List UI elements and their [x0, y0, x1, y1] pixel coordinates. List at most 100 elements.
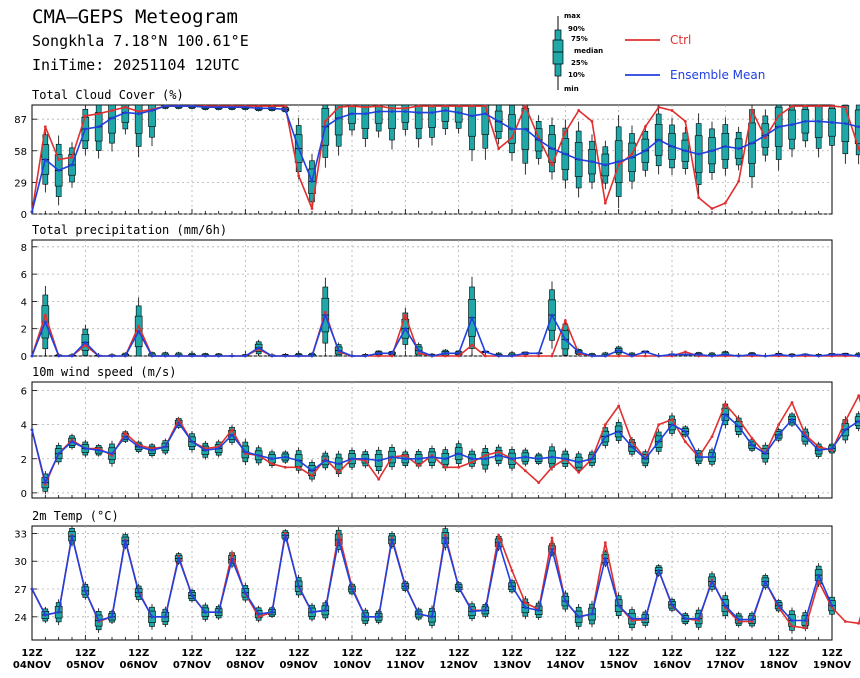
x-date-label: 06NOV [120, 660, 159, 671]
ensemble-mean-point [377, 615, 381, 619]
ensemble-mean-point [70, 534, 74, 538]
ensemble-mean-point [577, 350, 581, 354]
ensemble-mean-point [390, 351, 394, 355]
ensemble-mean-point [723, 413, 727, 416]
ensemble-mean-point [350, 587, 354, 591]
ensemble-mean-point [737, 618, 741, 622]
ensemble-mean-point [843, 353, 847, 357]
y-tick-label: 2 [21, 455, 27, 466]
ensemble-mean-point [163, 445, 167, 449]
ctrl-line [31, 311, 860, 357]
ctrl-point [630, 152, 634, 156]
ctrl-point [377, 477, 381, 481]
ctrl-point [497, 450, 501, 454]
ctrl-point [537, 354, 541, 358]
ensemble-mean-point [670, 353, 674, 357]
ensemble-mean-point [123, 435, 127, 438]
ensemble-mean-point [270, 354, 274, 358]
ensemble-mean-point [350, 354, 354, 358]
ctrl-point [777, 423, 781, 427]
ctrl-point [857, 621, 860, 625]
ensemble-mean-point [457, 111, 461, 115]
ctrl-point [550, 536, 554, 540]
ctrl-point [843, 105, 847, 109]
ensemble-mean-point [683, 430, 687, 433]
legend-box-label: 25% [571, 59, 588, 67]
ensemble-mean-point [230, 433, 234, 437]
y-tick-label: 0 [21, 489, 27, 500]
ensemble-mean-point [550, 547, 554, 551]
x-hour-label: 12Z [555, 648, 576, 659]
ctrl-point [403, 453, 407, 457]
ensemble-mean-point [710, 455, 714, 459]
ctrl-point [857, 147, 860, 150]
ensemble-mean-point [537, 351, 541, 355]
ctrl-point [310, 207, 314, 210]
ctrl-point [390, 354, 394, 358]
ctrl-point [177, 418, 181, 421]
legend-box-label: 10% [568, 71, 585, 79]
legend-ctrl-label: Ctrl [670, 33, 691, 47]
ensemble-mean-point [203, 448, 207, 452]
ensemble-mean-point [777, 353, 781, 357]
ctrl-point [803, 104, 807, 108]
ensemble-mean-point [217, 354, 221, 358]
ensemble-mean-point [350, 457, 354, 461]
ensemble-mean-point [603, 557, 607, 560]
ensemble-mean-point [470, 114, 474, 118]
ctrl-point [857, 394, 860, 398]
x-hour-label: 12Z [608, 648, 629, 659]
ctrl-point [137, 324, 141, 328]
ensemble-mean-point [710, 354, 714, 358]
ensemble-mean-point [497, 354, 501, 358]
ctrl-point [377, 354, 381, 358]
ensemble-mean-point [643, 149, 647, 153]
ctrl-point [83, 114, 87, 118]
ensemble-mean-point [363, 615, 367, 619]
ensemble-mean-point [403, 584, 407, 588]
ctrl-point [563, 319, 567, 322]
ensemble-mean-point [203, 354, 207, 358]
ensemble-mean-point [843, 428, 847, 432]
ensemble-mean-point [257, 106, 261, 110]
ensemble-mean-point [763, 580, 767, 584]
ensemble-mean-point [243, 354, 247, 358]
ensemble-mean-point [190, 104, 194, 108]
ensemble-mean-point [510, 127, 514, 131]
ensemble-mean-point [590, 160, 594, 164]
ensemble-mean-point [390, 110, 394, 113]
ctrl-point [43, 313, 47, 317]
ctrl-point [363, 105, 367, 109]
ensemble-mean-point [737, 424, 741, 428]
ensemble-mean-point [323, 125, 327, 129]
ctrl-point [750, 109, 754, 112]
ensemble-mean-point [123, 539, 127, 543]
ensemble-mean-point [403, 110, 407, 113]
ensemble-mean-point [57, 452, 61, 456]
ctrl-point [523, 104, 527, 108]
ensemble-mean-point [323, 459, 327, 462]
ctrl-point [777, 114, 781, 118]
ctrl-point [230, 552, 234, 556]
ensemble-mean-point [523, 455, 527, 459]
ensemble-mean-point [150, 448, 154, 452]
ctrl-point [670, 109, 674, 112]
y-tick-label: 0 [21, 352, 27, 363]
ensemble-mean-point [337, 462, 341, 466]
ensemble-mean-point [377, 459, 381, 462]
ensemble-mean-point [57, 169, 61, 172]
box-inner [414, 104, 423, 129]
box-inner [481, 104, 490, 135]
legend-box-label: 90% [568, 25, 585, 33]
ctrl-point [483, 104, 487, 108]
ctrl-point [603, 541, 607, 545]
ctrl-point [417, 464, 421, 467]
x-hour-label: 12Z [75, 648, 96, 659]
ensemble-mean-point [803, 353, 807, 357]
ctrl-point [670, 418, 674, 421]
x-date-label: 12NOV [440, 660, 479, 671]
ensemble-mean-point [617, 430, 621, 433]
ensemble-mean-point [43, 613, 47, 617]
panel-frame [31, 239, 833, 357]
ensemble-mean-point [537, 608, 541, 612]
